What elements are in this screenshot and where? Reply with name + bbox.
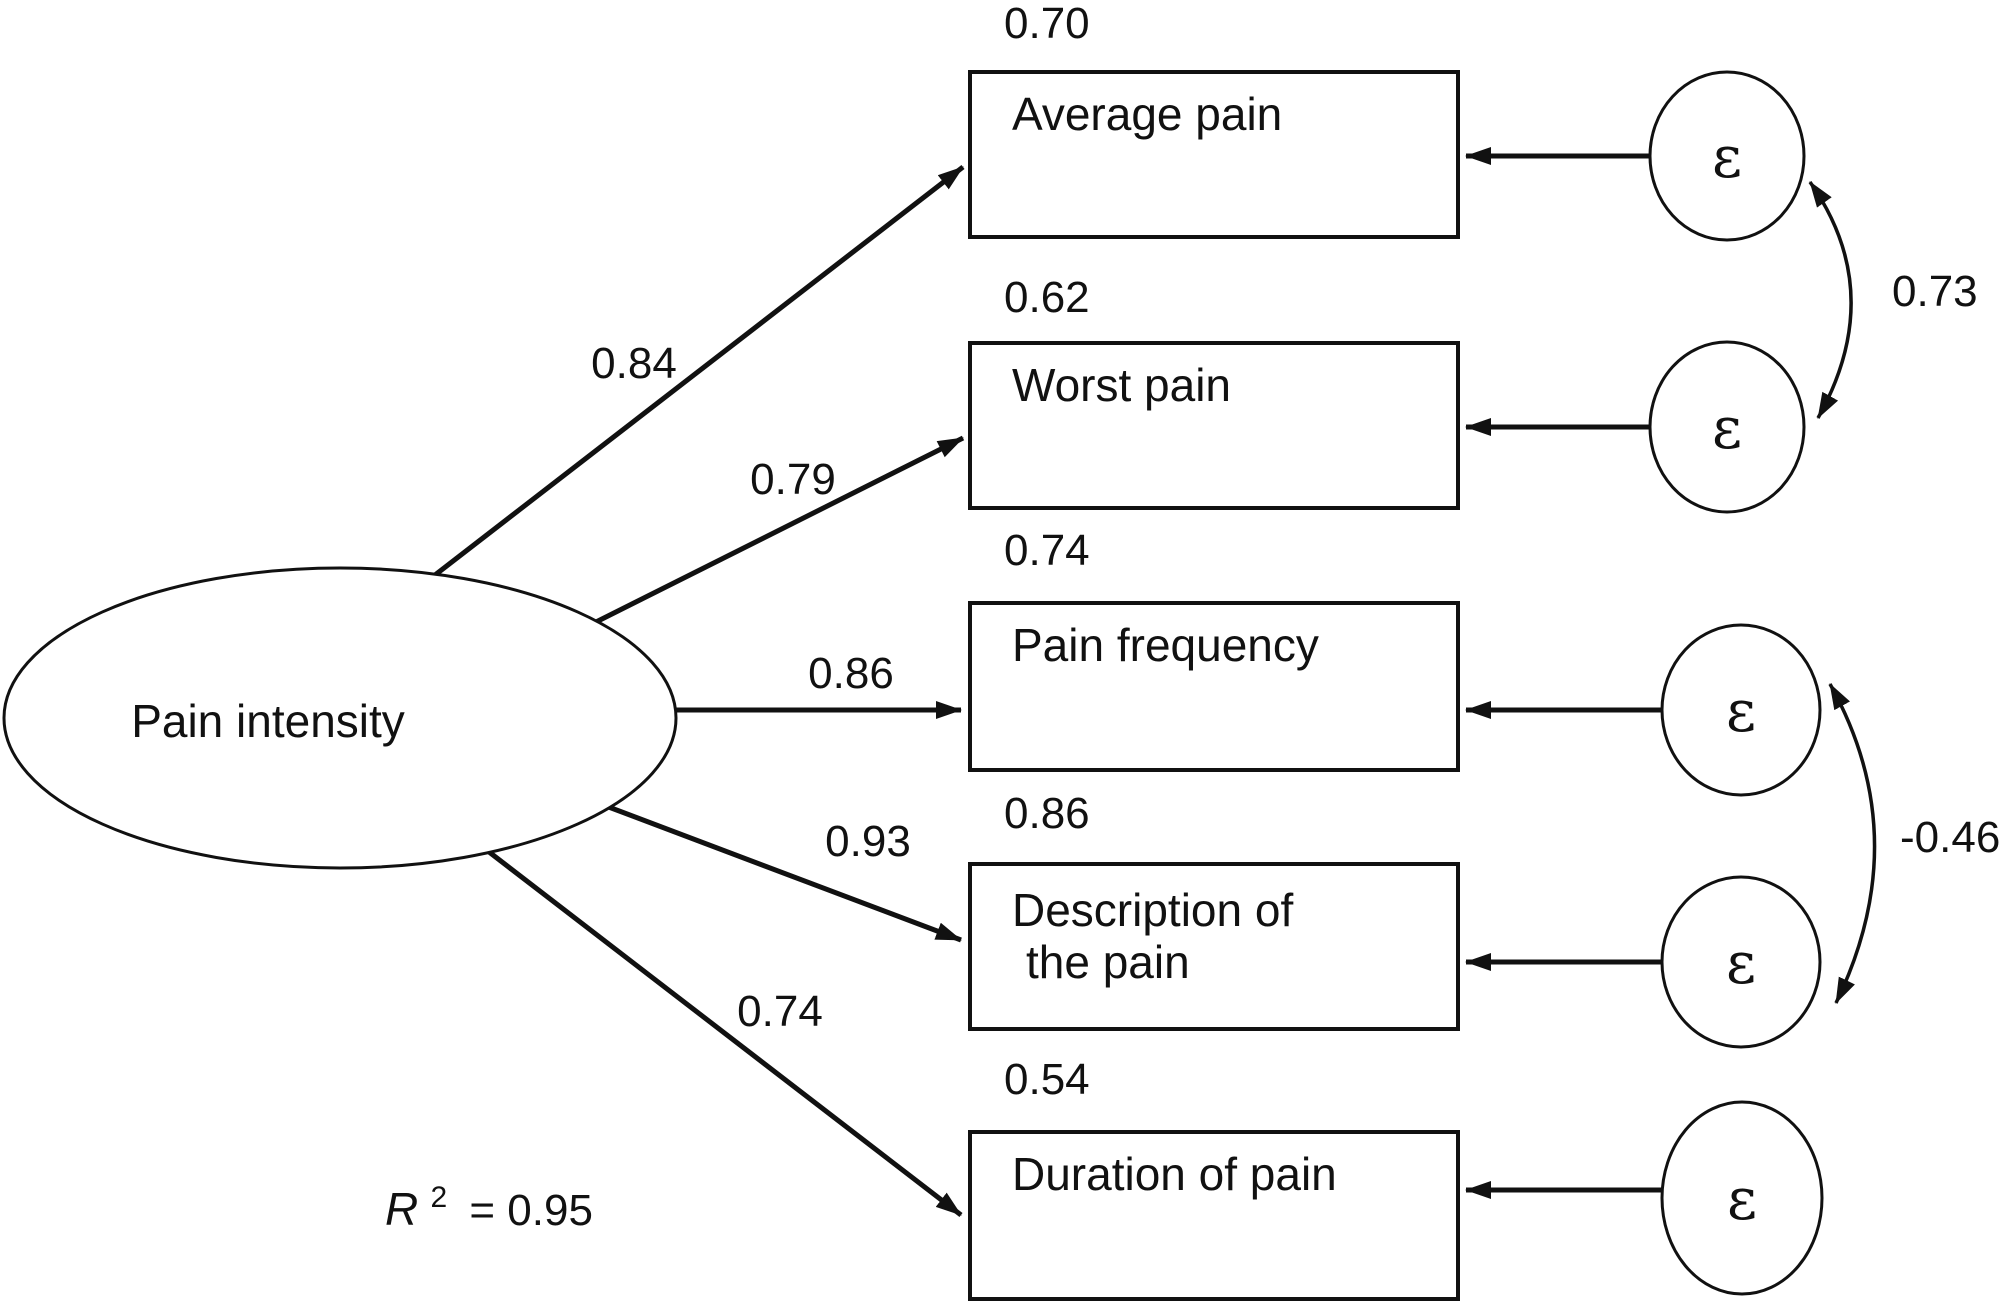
- r-squared-annotation: R 2 = 0.95: [385, 1168, 593, 1235]
- error-circle-description: [1660, 875, 1822, 1049]
- indicator-box-duration: [968, 1130, 1460, 1301]
- epsilon-labels: ε ε ε ε ε: [1712, 123, 1757, 1233]
- loading-arrows: [433, 165, 965, 1217]
- covariance-label-1: 0.73: [1892, 267, 1978, 316]
- error-arrows: [1465, 147, 1668, 1199]
- indicator-label-duration: Duration of pain: [1012, 1148, 1337, 1200]
- error-circles: [1648, 70, 1824, 1296]
- variance-label-description: 0.86: [1004, 789, 1090, 838]
- covariance-arc-2: [1828, 683, 1877, 1004]
- latent-label: Pain intensity: [131, 695, 405, 747]
- loading-label-description: 0.93: [825, 817, 911, 866]
- covariance-label-2: -0.46: [1900, 813, 2000, 862]
- error-covariance-arcs: [1808, 180, 1877, 1004]
- error-circle-pain-frequency: [1660, 623, 1822, 797]
- loading-label-pain-frequency: 0.86: [808, 649, 894, 698]
- indicator-label-pain-frequency: Pain frequency: [1012, 619, 1319, 671]
- error-circle-worst-pain: [1648, 340, 1806, 514]
- loading-arrow-description: [597, 800, 962, 943]
- epsilon-symbol-2: ε: [1712, 394, 1742, 462]
- epsilon-symbol-4: ε: [1726, 929, 1756, 997]
- indicator-box-description: [968, 862, 1460, 1031]
- indicator-box-worst-pain: [968, 341, 1460, 510]
- loading-arrow-average-pain: [433, 165, 965, 577]
- variance-label-worst-pain: 0.62: [1004, 273, 1090, 322]
- loading-arrow-duration: [478, 843, 963, 1217]
- covariance-arc-1: [1808, 180, 1853, 419]
- indicator-label-average-pain: Average pain: [1012, 88, 1282, 140]
- loading-label-average-pain: 0.84: [591, 339, 677, 388]
- loading-label-worst-pain: 0.79: [750, 455, 836, 504]
- indicator-box-pain-frequency: [968, 601, 1460, 772]
- variance-label-average-pain: 0.70: [1004, 0, 1090, 48]
- variance-label-duration: 0.54: [1004, 1055, 1090, 1104]
- loading-label-duration: 0.74: [737, 987, 823, 1036]
- latent-ellipse-pain-intensity: [2, 566, 678, 870]
- covariance-labels: 0.73 -0.46: [1892, 267, 2000, 862]
- indicator-labels: Average pain Worst pain Pain frequency D…: [1012, 88, 1337, 1200]
- indicator-label-description: Description of the pain: [1012, 884, 1306, 988]
- epsilon-symbol-1: ε: [1712, 123, 1742, 191]
- error-circle-duration: [1660, 1100, 1824, 1296]
- epsilon-symbol-5: ε: [1727, 1165, 1757, 1233]
- indicator-label-worst-pain: Worst pain: [1012, 359, 1231, 411]
- indicator-box-average-pain: [968, 70, 1460, 239]
- error-circle-average-pain: [1648, 70, 1806, 242]
- loading-labels: 0.84 0.79 0.86 0.93 0.74: [591, 339, 911, 1036]
- loading-arrow-worst-pain: [594, 435, 965, 625]
- indicator-boxes: [968, 70, 1460, 1301]
- epsilon-symbol-3: ε: [1726, 677, 1756, 745]
- variance-labels: 0.70 0.62 0.74 0.86 0.54: [1004, 0, 1090, 1104]
- variance-label-pain-frequency: 0.74: [1004, 526, 1090, 575]
